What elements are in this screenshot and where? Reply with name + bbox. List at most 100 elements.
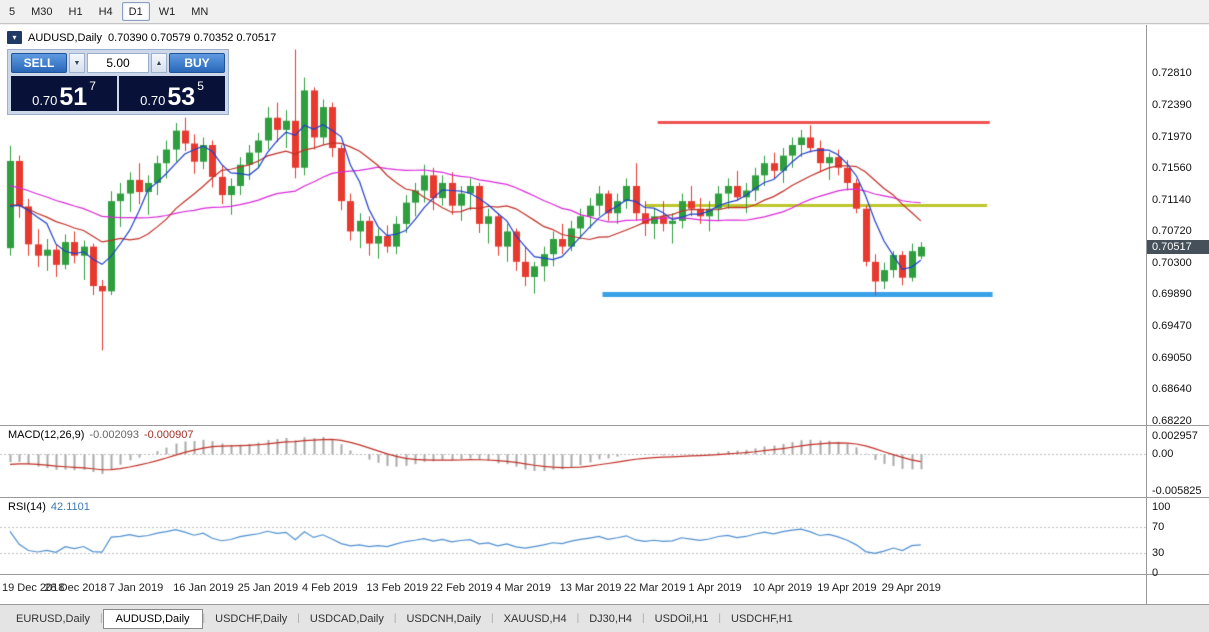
trade-panel-controls: SELL ▼ ▲ BUY	[11, 53, 225, 73]
date-axis-label: 16 Jan 2019	[173, 582, 234, 594]
price-scale-label: 0.68640	[1152, 383, 1192, 396]
date-axis-label: 22 Mar 2019	[624, 582, 686, 594]
tab-separator: |	[576, 613, 580, 624]
rsi-scale-label: 70	[1152, 520, 1165, 533]
trade-panel-prices: 0.70 51 7 0.70 53 5	[11, 76, 225, 111]
price-scale-label: 0.68220	[1152, 415, 1192, 427]
chart-tab-usdchf-h1[interactable]: USDCHF,H1	[731, 612, 793, 625]
macd-indicator-canvas[interactable]	[0, 426, 1146, 497]
rsi-scale-label: 100	[1152, 501, 1171, 513]
timeframe-button-mn[interactable]: MN	[191, 5, 209, 18]
chart-tab-usdcnh-daily[interactable]: USDCNH,Daily	[406, 612, 482, 625]
macd-name: MACD(12,26,9)	[8, 429, 85, 441]
timeframe-button-h4[interactable]: H4	[98, 5, 113, 18]
price-scale-label: 0.69470	[1152, 320, 1192, 333]
chart-tab-dj30-h4[interactable]: DJ30,H4	[589, 612, 633, 625]
price-scale-separator	[1146, 25, 1147, 604]
panel-divider[interactable]	[0, 497, 1209, 498]
buy-price-pips: 53	[167, 82, 196, 111]
panel-divider[interactable]	[0, 425, 1209, 426]
date-axis-label: 19 Apr 2019	[817, 582, 877, 594]
macd-signal-value: -0.000907	[143, 429, 194, 441]
date-axis-label: 25 Jan 2019	[237, 582, 299, 594]
tab-separator: |	[642, 613, 645, 624]
lot-increase-button[interactable]: ▲	[151, 53, 167, 73]
rsi-scale-label: 30	[1152, 547, 1165, 560]
buy-price-display[interactable]: 0.70 53 5	[119, 76, 225, 111]
macd-scale[interactable]: 0.002957 0.00 -0.005825	[1147, 426, 1209, 497]
one-click-trade-panel: SELL ▼ ▲ BUY 0.70 51 7 0.70 53 5	[7, 49, 229, 115]
price-scale-label: 0.69890	[1152, 288, 1192, 301]
date-axis-label: 4 Mar 2019	[495, 582, 551, 594]
date-axis-label: 19 Dec 2018	[2, 582, 65, 594]
date-axis-label: 10 Apr 2019	[752, 582, 813, 594]
macd-scale-label: -0.005825	[1152, 484, 1202, 497]
tab-separator: |	[393, 613, 397, 624]
macd-main-value: -0.002093	[89, 429, 139, 441]
date-axis[interactable]: 19 Dec 2018 28 Dec 2018 7 Jan 2019 16 Jan 2…	[0, 575, 1146, 604]
chart-tab-audusd-daily[interactable]: AUDUSD,Daily	[102, 608, 203, 629]
trade-panel-collapse-icon[interactable]: ▾	[7, 31, 22, 44]
chart-symbol-label: AUDUSD,Daily	[28, 31, 102, 44]
rsi-indicator-canvas[interactable]	[0, 498, 1146, 574]
timeframe-button-5[interactable]: 5	[9, 5, 16, 18]
current-price-badge: 0.70517	[1147, 239, 1209, 254]
date-axis-label: 13 Feb 2019	[366, 582, 429, 594]
timeframe-toolbar: 5 M30 H1 H4 D1 W1 MN	[0, 0, 1209, 24]
panel-divider	[0, 574, 1209, 575]
chart-header: ▾ AUDUSD,Daily 0.70390 0.70579 0.70352 0…	[7, 31, 276, 44]
price-scale-label: 0.69050	[1152, 352, 1192, 365]
date-axis-label: 29 Apr 2019	[881, 582, 941, 594]
date-axis-label: 22 Feb 2019	[430, 582, 493, 594]
chart-tab-usdcad-daily[interactable]: USDCAD,Daily	[309, 612, 384, 625]
rsi-scale-label: 0	[1152, 567, 1159, 579]
lot-size-input[interactable]	[87, 53, 149, 73]
chart-tab-xauusd-h4[interactable]: XAUUSD,H4	[503, 612, 567, 625]
date-axis-label: 4 Feb 2019	[302, 582, 358, 594]
price-scale-label: 0.70720	[1152, 225, 1192, 238]
date-axis-label: 7 Jan 2019	[108, 582, 164, 594]
price-scale-label: 0.71560	[1152, 161, 1192, 174]
lot-decrease-button[interactable]: ▼	[69, 53, 85, 73]
macd-scale-label: 0.00	[1152, 448, 1174, 461]
macd-label: MACD(12,26,9) -0.002093 -0.000907	[8, 429, 194, 441]
date-axis-label: 1 Apr 2019	[688, 582, 742, 594]
tab-separator: |	[718, 613, 722, 624]
date-axis-label: 28 Dec 2018	[44, 582, 107, 594]
sell-price-base: 0.70	[32, 92, 58, 108]
rsi-label: RSI(14) 42.1101	[8, 501, 90, 513]
timeframe-button-w1[interactable]: W1	[158, 5, 176, 18]
sell-price-display[interactable]: 0.70 51 7	[11, 76, 117, 111]
price-scale-label: 0.71970	[1152, 130, 1192, 143]
buy-price-pipette: 5	[197, 79, 204, 93]
sell-price-pipette: 7	[89, 79, 96, 93]
rsi-value: 42.1101	[50, 501, 90, 513]
chart-window: ▾ AUDUSD,Daily 0.70390 0.70579 0.70352 0…	[0, 25, 1209, 604]
buy-button[interactable]: BUY	[169, 53, 225, 73]
timeframe-button-d1[interactable]: D1	[121, 2, 150, 21]
tab-separator: |	[202, 613, 206, 624]
price-scale-label: 0.70300	[1152, 257, 1192, 270]
timeframe-button-h1[interactable]: H1	[68, 5, 83, 18]
tab-separator: |	[99, 613, 103, 624]
price-scale-label: 0.72810	[1152, 67, 1192, 79]
chart-tab-eurusd-daily[interactable]: EURUSD,Daily	[16, 612, 90, 625]
rsi-scale[interactable]: 100 70 30 0	[1147, 498, 1209, 579]
macd-scale-label: 0.002957	[1152, 429, 1198, 442]
date-axis-label: 13 Mar 2019	[559, 582, 622, 594]
tab-separator: |	[297, 613, 300, 624]
chart-ohlc-label: 0.70390 0.70579 0.70352 0.70517	[107, 31, 277, 44]
sell-button[interactable]: SELL	[11, 53, 67, 73]
rsi-name: RSI(14)	[8, 501, 46, 513]
price-scale[interactable]: 0.72810 0.72390 0.71970 0.71560 0.71140 0.707…	[1147, 25, 1209, 427]
chart-tab-usdoil-h1[interactable]: USDOil,H1	[654, 612, 709, 625]
chart-tab-bar: EURUSD,Daily | AUDUSD,Daily | USDCHF,Daily | U…	[0, 604, 1209, 632]
buy-price-base: 0.70	[140, 92, 166, 108]
tab-separator: |	[491, 613, 494, 624]
chart-tab-usdchf-daily[interactable]: USDCHF,Daily	[215, 612, 288, 625]
timeframe-button-m30[interactable]: M30	[31, 5, 53, 18]
sell-price-pips: 51	[59, 82, 88, 111]
price-scale-label: 0.71140	[1152, 193, 1191, 206]
price-scale-label: 0.72390	[1152, 98, 1192, 111]
